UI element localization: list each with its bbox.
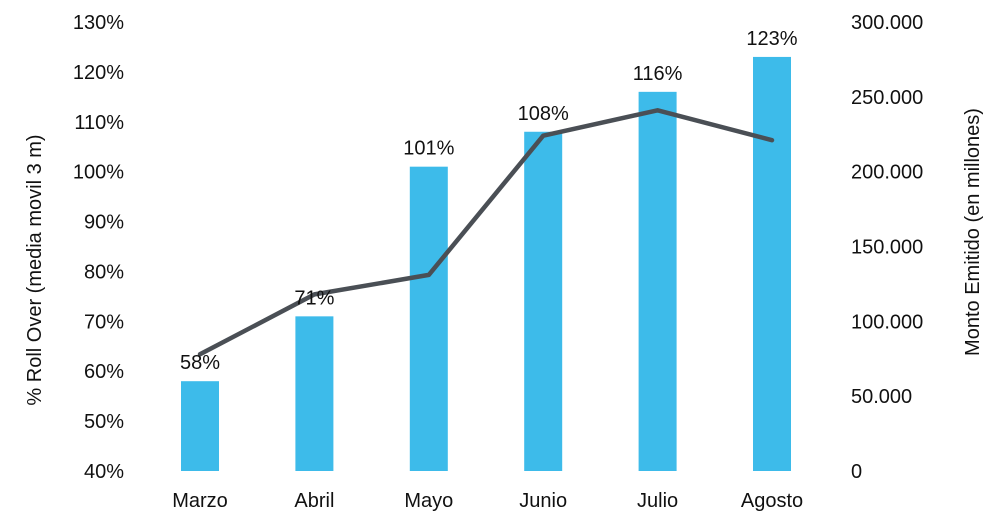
bar: [409, 166, 448, 471]
right-tick-label: 150.000: [851, 237, 923, 259]
x-tick-label: Abril: [294, 490, 334, 512]
left-tick-label: 110%: [74, 112, 124, 134]
right-axis: 0 50.000 100.000 150.000 200.000 250.000 300.0…: [851, 12, 923, 483]
bar: [753, 56, 791, 472]
left-tick-label: 60%: [84, 361, 124, 383]
bar: [181, 381, 219, 471]
bar-data-label: 71%: [294, 287, 334, 309]
bar-data-label: 116%: [633, 63, 683, 85]
left-axis-title: % Roll Over (media movil 3 m): [24, 134, 46, 405]
left-tick-label: 130%: [73, 12, 124, 34]
bar: [295, 316, 334, 471]
left-tick-label: 40%: [84, 461, 124, 483]
x-tick-label: Mayo: [404, 490, 453, 512]
left-tick-label: 120%: [73, 62, 124, 84]
bar-data-label: 108%: [518, 103, 569, 125]
bar-data-label: 58%: [180, 352, 220, 374]
left-tick-label: 90%: [84, 212, 124, 234]
left-tick-label: 50%: [84, 411, 124, 433]
left-tick-label: 80%: [84, 261, 124, 283]
bar-data-label: 123%: [746, 28, 797, 50]
right-axis-title: Monto Emitido (en millones): [962, 108, 984, 356]
right-tick-label: 200.000: [851, 162, 923, 184]
bar-data-label: 101%: [403, 138, 454, 160]
left-tick-label: 70%: [84, 311, 124, 333]
right-tick-label: 300.000: [851, 12, 923, 34]
bar: [524, 131, 563, 471]
series-line: [197, 108, 775, 357]
right-tick-label: 0: [851, 461, 862, 483]
bar-data-labels: 58% 71% 101% 108% 116% 123%: [180, 28, 798, 374]
x-tick-label: Julio: [637, 490, 678, 512]
x-tick-label: Junio: [519, 490, 567, 512]
right-tick-label: 250.000: [851, 87, 923, 109]
bar-series: [181, 56, 791, 472]
x-tick-label: Agosto: [741, 490, 803, 512]
right-tick-label: 100.000: [851, 311, 923, 333]
x-axis: Marzo Abril Mayo Junio Julio Agosto: [172, 490, 803, 512]
bar: [638, 91, 677, 471]
line-series: [197, 108, 775, 357]
left-tick-label: 100%: [73, 162, 124, 184]
right-tick-label: 50.000: [851, 386, 912, 408]
left-axis: 40% 50% 60% 70% 80% 90% 100% 110% 120% 130%: [73, 12, 124, 483]
x-tick-label: Marzo: [172, 490, 228, 512]
